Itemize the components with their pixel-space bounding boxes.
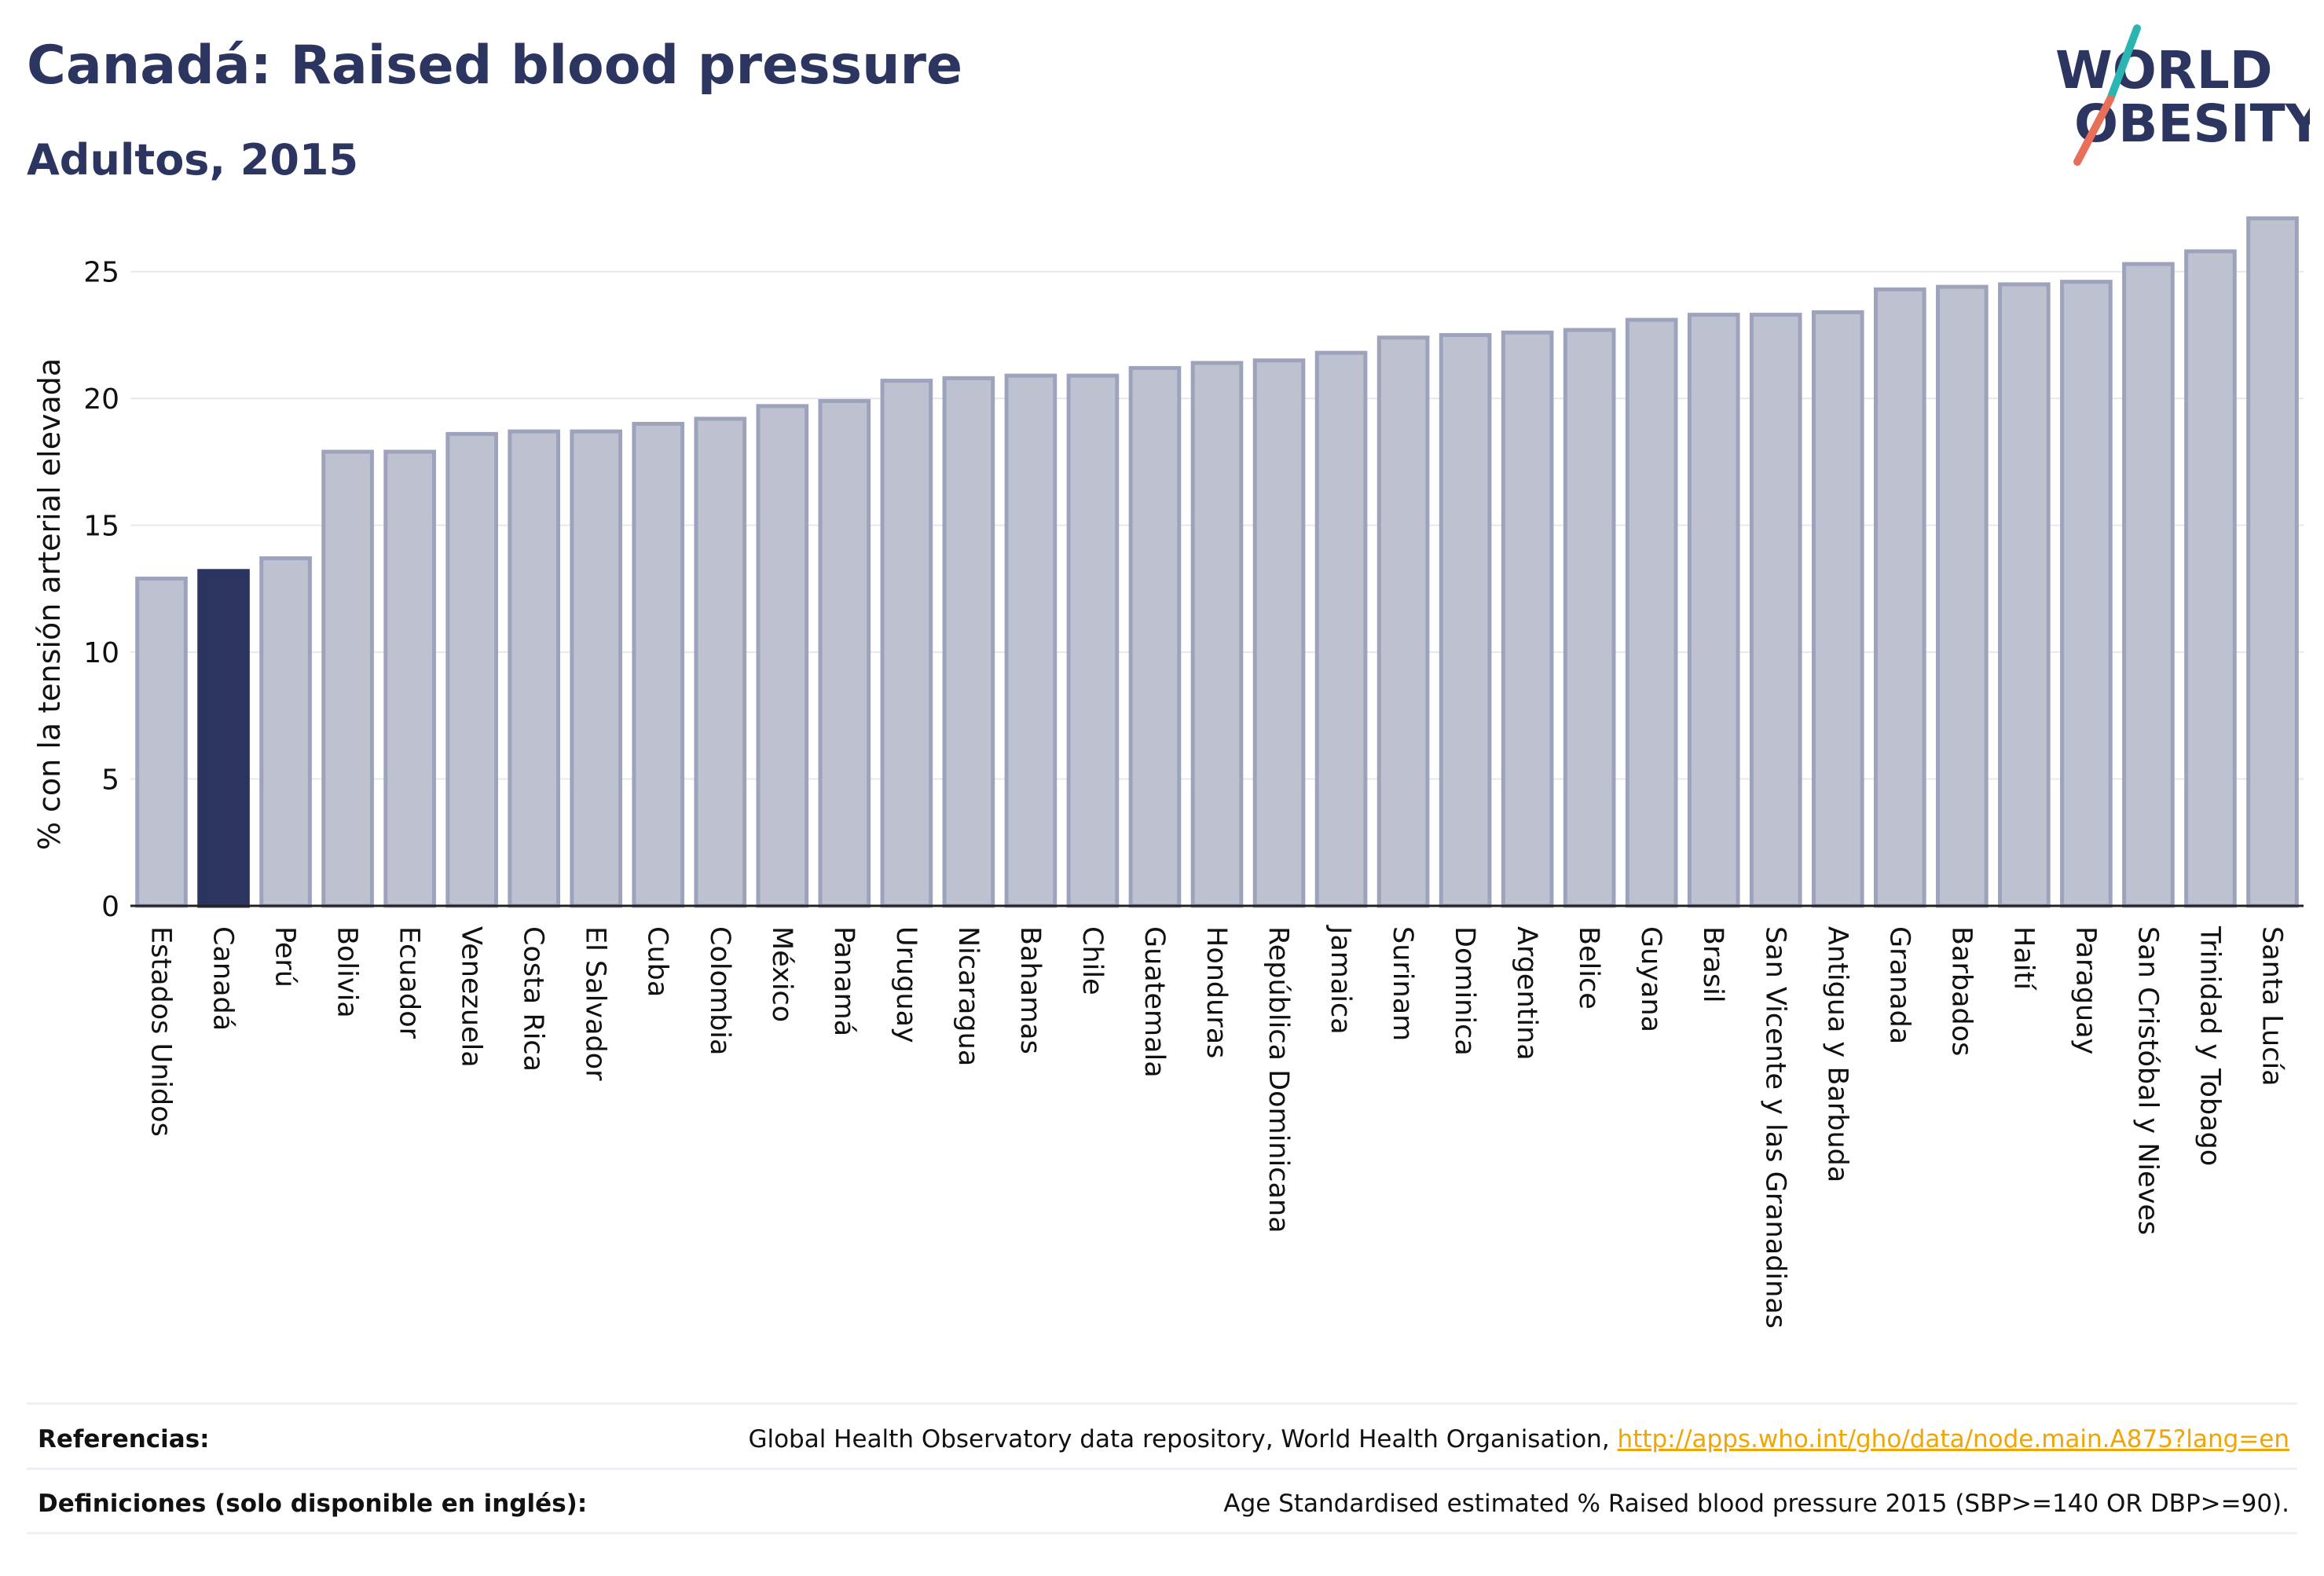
chart-title: Canadá: Raised blood pressure [27, 35, 963, 97]
bar-15 [1066, 373, 1120, 908]
x-tick-label: Perú [269, 926, 301, 988]
bar-2 [259, 556, 312, 908]
logo-slash-teal [2106, 24, 2141, 103]
y-axis-ticks: 0 5 10 15 20 25 [83, 257, 119, 923]
x-tick-label: Brasil [1697, 926, 1728, 1003]
x-tick-label: Chile [1076, 926, 1108, 995]
bar-19 [1314, 350, 1368, 908]
x-tick-label: Venezuela [456, 926, 487, 1068]
x-tick-label: Colombia [704, 926, 735, 1055]
bar-30 [1998, 282, 2051, 908]
bar-13 [942, 376, 995, 908]
bar-27 [1811, 310, 1864, 908]
bar-32 [2122, 262, 2175, 908]
logo-line-obesity: OBESITY [2074, 93, 2310, 154]
x-tick-label: Haití [2007, 926, 2039, 991]
y-tick-label: 15 [83, 511, 119, 543]
bar-17 [1190, 361, 1244, 908]
chart-subtitle: Adultos, 2015 [27, 135, 359, 185]
footer-divider-middle [27, 1468, 2297, 1470]
bar-3 [321, 449, 374, 908]
x-tick-label: Uruguay [890, 926, 922, 1043]
references-value: Global Health Observatory data repositor… [748, 1425, 2289, 1453]
x-tick-label: Granada [1883, 926, 1915, 1044]
x-tick-label: Jamaica [1325, 925, 1356, 1035]
x-tick-label: Paraguay [2069, 926, 2101, 1054]
x-tick-label: México [766, 926, 797, 1022]
x-tick-label: Dominica [1449, 926, 1480, 1056]
y-tick-label: 10 [83, 637, 119, 669]
x-tick-label: Panamá [828, 926, 860, 1036]
bar-24 [1625, 317, 1678, 908]
definitions-label: Definiciones (solo disponible en inglés)… [38, 1490, 588, 1518]
x-tick-label: Costa Rica [518, 926, 549, 1072]
x-tick-label: Surinam [1387, 926, 1418, 1041]
x-tick-label: Trinidad y Tobago [2194, 925, 2225, 1166]
x-axis-ticks: Estados Unidos Canadá Perú Bolivia Ecuador Ve… [145, 925, 2288, 1329]
x-tick-label: República Dominicana [1263, 926, 1294, 1233]
bar-11 [818, 398, 871, 908]
x-tick-label: Barbados [1945, 926, 1977, 1056]
y-tick-label: 20 [83, 383, 119, 416]
x-tick-label: Belice [1573, 926, 1604, 1010]
definitions-value: Age Standardised estimated % Raised bloo… [1223, 1490, 2289, 1518]
references-link[interactable]: http://apps.who.int/gho/data/node.main.A… [1617, 1425, 2289, 1453]
x-tick-label: San Cristóbal y Nieves [2132, 926, 2163, 1235]
y-tick-label: 25 [83, 257, 119, 289]
y-tick-label: 5 [101, 764, 119, 797]
x-tick-label: Ecuador [394, 926, 425, 1039]
bar-31 [2060, 280, 2113, 908]
logo-slash-coral [2073, 95, 2114, 166]
bar-18 [1252, 358, 1306, 908]
bar-12 [880, 379, 933, 908]
x-tick-label: Antigua y Barbuda [1821, 926, 1853, 1182]
x-tick-label: Estados Unidos [145, 926, 177, 1137]
x-tick-label: Bahamas [1014, 926, 1046, 1054]
bar-21 [1439, 332, 1492, 908]
bars [135, 216, 2299, 908]
bar-10 [756, 404, 809, 908]
x-tick-label: Bolivia [332, 926, 363, 1018]
footer-divider-top [27, 1402, 2297, 1405]
footer-definitions-row: Definiciones (solo disponible en inglés)… [27, 1472, 2297, 1535]
bar-16 [1128, 365, 1182, 908]
bar-25 [1687, 313, 1740, 908]
x-tick-label: Cuba [642, 926, 673, 997]
bar-5 [445, 431, 498, 908]
world-obesity-logo: WORLD OBESITY [2055, 24, 2310, 166]
x-tick-label: Nicaragua [952, 926, 984, 1066]
y-tick-label: 0 [101, 891, 119, 923]
x-tick-label: San Vicente y las Granadinas [1759, 926, 1791, 1329]
bar-29 [1936, 284, 1989, 908]
bar-26 [1749, 313, 1802, 908]
bar-7 [570, 429, 623, 908]
bar-23 [1563, 328, 1616, 908]
footer-divider-bottom [27, 1532, 2297, 1534]
bar-20 [1376, 335, 1430, 908]
bar-9 [694, 416, 747, 908]
bar-0 [135, 576, 188, 908]
bar-8 [632, 421, 685, 908]
x-tick-label: Guatemala [1138, 926, 1170, 1078]
bar-34 [2246, 216, 2299, 908]
bar-4 [383, 449, 436, 908]
bar-33 [2184, 249, 2237, 908]
bar-28 [1873, 287, 1926, 908]
references-text: Global Health Observatory data repositor… [748, 1425, 1618, 1453]
footer-references-row: Referencias: Global Health Observatory d… [27, 1408, 2297, 1471]
x-tick-label: Canadá [207, 926, 239, 1031]
references-label: Referencias: [38, 1425, 210, 1453]
x-tick-label: Guyana [1635, 926, 1666, 1032]
bar-6 [508, 429, 561, 908]
bar-22 [1501, 330, 1554, 908]
x-tick-label: Honduras [1200, 926, 1232, 1058]
x-tick-label: El Salvador [580, 926, 611, 1081]
x-tick-label: Santa Lucía [2256, 926, 2287, 1087]
y-axis-label: % con la tensión arterial elevada [32, 358, 67, 850]
bar-1 [197, 569, 250, 908]
bar-chart: 0 5 10 15 20 25 Estados Unidos Canadá Perú Boliv… [32, 216, 2304, 1329]
bar-14 [1004, 373, 1058, 908]
x-tick-label: Argentina [1511, 926, 1542, 1061]
logo-line-world: WORLD [2055, 40, 2273, 101]
